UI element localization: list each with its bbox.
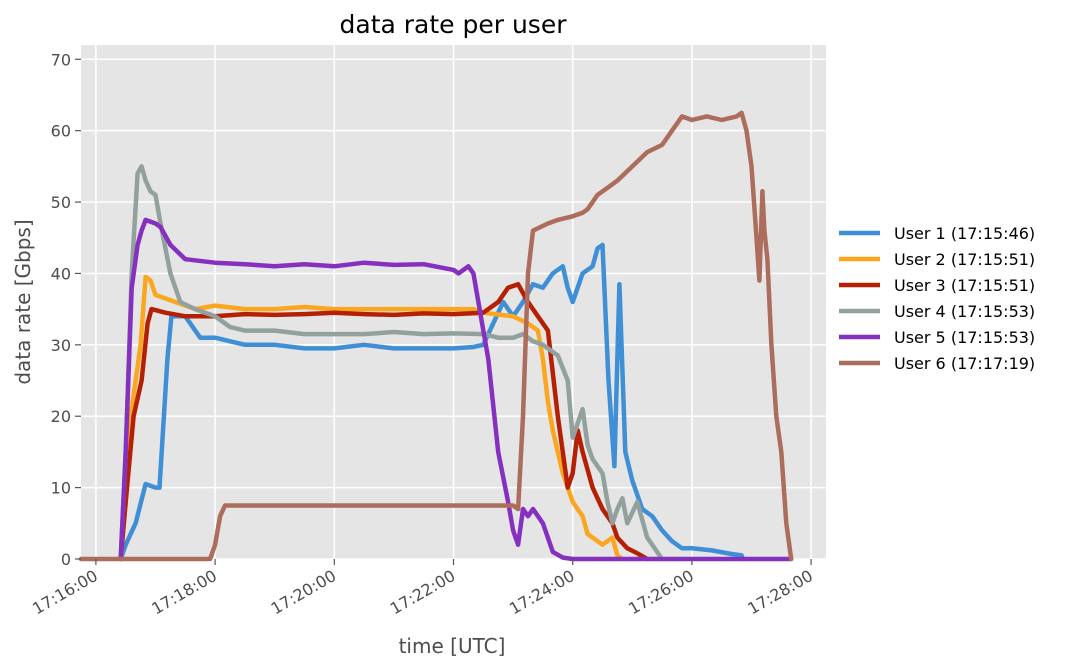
chart-title: data rate per user [340, 10, 568, 39]
series-line [118, 217, 794, 562]
series-line [118, 164, 665, 562]
y-axis-label: data rate [Gbps] [11, 219, 35, 384]
legend-label: User 3 (17:15:51) [894, 276, 1035, 295]
series-line [118, 274, 625, 562]
legend-label: User 5 (17:15:53) [894, 328, 1035, 347]
legend-label: User 2 (17:15:51) [894, 250, 1035, 269]
series-lines [78, 110, 794, 562]
y-tick-label: 50 [51, 193, 71, 212]
y-tick-label: 60 [51, 122, 71, 141]
x-axis-label: time [UTC] [399, 634, 506, 658]
y-tick-label: 0 [61, 550, 71, 569]
x-tick-label: 17:22:00 [387, 566, 459, 618]
series-line [118, 281, 650, 562]
grid-lines [81, 45, 826, 560]
y-tick-label: 20 [51, 407, 71, 426]
legend-label: User 1 (17:15:46) [894, 224, 1035, 243]
legend: User 1 (17:15:46) User 2 (17:15:51) User 3… [839, 224, 1035, 373]
x-tick-label: 17:24:00 [506, 566, 578, 618]
y-axis: 0 10 20 30 40 50 60 70 [51, 50, 81, 569]
y-tick-label: 10 [51, 479, 71, 498]
x-tick-label: 17:20:00 [268, 566, 340, 618]
x-tick-label: 17:18:00 [148, 566, 220, 618]
y-tick-label: 30 [51, 336, 71, 355]
x-tick-label: 17:16:00 [29, 566, 101, 618]
x-tick-label: 17:26:00 [625, 566, 697, 618]
y-tick-label: 40 [51, 264, 71, 283]
legend-label: User 6 (17:17:19) [894, 354, 1035, 373]
x-axis: 17:16:00 17:18:00 17:20:00 17:22:00 17:24:00… [29, 559, 816, 618]
y-tick-label: 70 [51, 50, 71, 69]
x-tick-label: 17:28:00 [744, 566, 816, 618]
series-line [78, 110, 794, 562]
legend-label: User 4 (17:15:53) [894, 302, 1035, 321]
